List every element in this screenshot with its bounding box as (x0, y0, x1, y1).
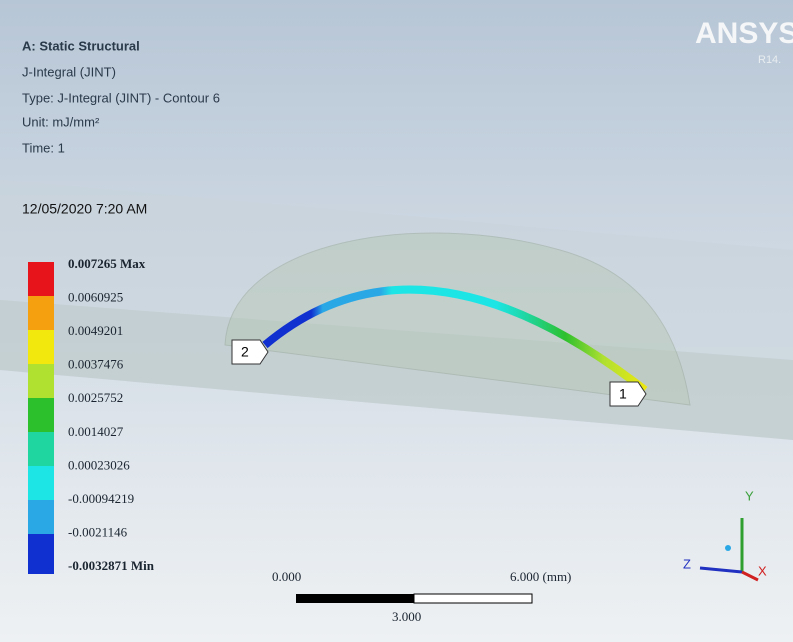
legend-band (28, 466, 54, 500)
legend-label: 0.0037476 (68, 357, 124, 372)
marker-box (232, 340, 268, 364)
legend-band (28, 364, 54, 398)
legend-band (28, 296, 54, 330)
legend-label: -0.0032871 Min (68, 558, 155, 573)
legend-band (28, 534, 54, 574)
unit: Unit: mJ/mm² (22, 114, 100, 129)
legend-label: 0.0060925 (68, 290, 123, 305)
legend-band (28, 500, 54, 534)
time: Time: 1 (22, 140, 65, 155)
marker-label: 2 (241, 344, 249, 360)
viewport: 2 1 A: Static Structural J-Integral (JIN… (0, 0, 793, 642)
scale-end: 6.000 (mm) (510, 569, 571, 584)
legend-band (28, 432, 54, 466)
title: A: Static Structural (22, 38, 140, 53)
legend-label: -0.0021146 (68, 524, 128, 539)
legend-band (28, 262, 54, 296)
result-name: J-Integral (JINT) (22, 64, 116, 79)
legend-band (28, 330, 54, 364)
legend-label: 0.00023026 (68, 457, 130, 472)
legend-label: 0.0014027 (68, 424, 124, 439)
triad-dot (725, 545, 731, 551)
date: 12/05/2020 7:20 AM (22, 201, 147, 217)
page: 2 1 A: Static Structural J-Integral (JIN… (0, 0, 793, 642)
marker-label: 1 (619, 386, 627, 402)
legend-label: 0.0025752 (68, 390, 123, 405)
scale-middle: 3.000 (392, 609, 421, 624)
scale-start: 0.000 (272, 569, 301, 584)
logo: ANSYS (695, 17, 793, 50)
triad-x: X (758, 563, 767, 578)
legend-label: 0.007265 Max (68, 256, 146, 271)
triad-z: Z (683, 556, 691, 571)
marker-box (610, 382, 646, 406)
scale-bar-black (296, 594, 414, 603)
legend-label: 0.0049201 (68, 323, 123, 338)
legend-band (28, 398, 54, 432)
result-type: Type: J-Integral (JINT) - Contour 6 (22, 90, 220, 105)
scale-bar-white (414, 594, 532, 603)
legend-label: -0.00094219 (68, 491, 134, 506)
legend-colorbar (28, 262, 54, 574)
triad-y: Y (745, 488, 754, 503)
logo-version: R14. (758, 54, 781, 66)
